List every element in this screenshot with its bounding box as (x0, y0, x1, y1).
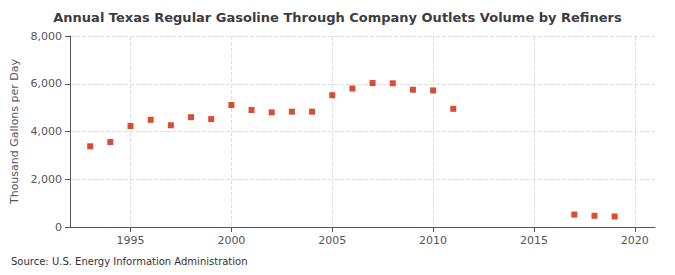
svg-text:0: 0 (55, 221, 62, 234)
svg-text:8,000: 8,000 (31, 30, 63, 43)
svg-text:6,000: 6,000 (31, 77, 63, 90)
svg-text:2010: 2010 (419, 234, 447, 247)
svg-text:4,000: 4,000 (31, 125, 63, 138)
svg-text:2,000: 2,000 (31, 173, 63, 186)
svg-text:Source: U.S. Energy Informatio: Source: U.S. Energy Information Administ… (11, 256, 248, 267)
svg-text:2015: 2015 (520, 234, 548, 247)
svg-text:Thousand Gallons per Day: Thousand Gallons per Day (8, 58, 21, 205)
svg-text:1995: 1995 (117, 234, 145, 247)
svg-text:2020: 2020 (621, 234, 649, 247)
svg-text:2005: 2005 (318, 234, 346, 247)
svg-text:Annual Texas Regular Gasoline: Annual Texas Regular Gasoline Through Co… (53, 10, 622, 25)
svg-text:2000: 2000 (217, 234, 245, 247)
